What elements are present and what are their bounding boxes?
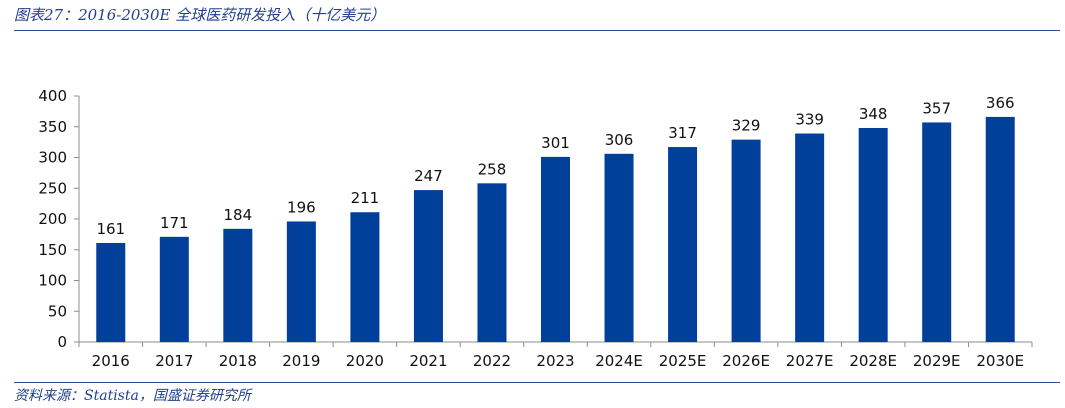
bar-value-label: 357: [922, 99, 951, 117]
bar-value-label: 317: [668, 124, 697, 142]
y-tick-label: 250: [38, 179, 67, 197]
bar: [477, 183, 507, 342]
y-tick-label: 200: [38, 210, 67, 228]
x-tick-label: 2027E: [786, 352, 834, 370]
x-tick-label: 2020: [346, 352, 384, 370]
x-tick-label: 2025E: [659, 352, 707, 370]
bar: [223, 228, 253, 342]
x-axis-ticks: 2016 2017 2018 2019 2020 2021 2022 2023 2024E 202…: [78, 342, 1033, 370]
bar: [795, 133, 825, 342]
bar-value-label: 306: [605, 131, 634, 149]
x-tick-label: 2028E: [849, 352, 897, 370]
y-tick-label: 150: [38, 241, 67, 259]
data-labels: 161 171 184 196 211 247 258 301 306 317 329 339 348 3…: [96, 94, 1014, 238]
x-tick-label: 2022: [473, 352, 511, 370]
bar: [858, 127, 888, 342]
bar: [286, 221, 316, 342]
x-tick-label: 2017: [155, 352, 193, 370]
y-tick-label: 400: [38, 87, 67, 105]
bar-value-label: 211: [351, 189, 380, 207]
bar-value-label: 366: [986, 94, 1015, 112]
x-tick-label: 2026E: [722, 352, 770, 370]
bar-value-label: 184: [224, 206, 253, 224]
bar-value-label: 348: [859, 105, 888, 123]
bar: [922, 122, 952, 342]
y-tick-label: 0: [57, 333, 67, 351]
bar-value-label: 247: [414, 167, 443, 185]
bar-value-label: 161: [96, 220, 125, 238]
x-tick-label: 2030E: [976, 352, 1024, 370]
source-note: 资料来源：Statista，国盛证券研究所: [14, 388, 251, 404]
chart-bars: [96, 116, 1015, 342]
header-rule: [14, 30, 1060, 31]
bar-value-label: 258: [478, 160, 507, 178]
bar: [731, 139, 761, 342]
bar: [413, 190, 443, 342]
x-tick-label: 2019: [282, 352, 320, 370]
bar: [96, 242, 126, 342]
figure-title: 图表27：2016-2030E 全球医药研发投入（十亿美元）: [14, 6, 386, 24]
bar-value-label: 301: [541, 134, 570, 152]
bar: [159, 236, 189, 342]
bar-value-label: 171: [160, 214, 189, 232]
x-tick-label: 2021: [409, 352, 447, 370]
y-tick-label: 350: [38, 118, 67, 136]
x-tick-label: 2023: [536, 352, 574, 370]
y-tick-label: 50: [48, 302, 67, 320]
y-tick-label: 300: [38, 149, 67, 167]
bar-value-label: 339: [795, 111, 824, 129]
bar: [350, 212, 380, 342]
bar-value-label: 329: [732, 117, 761, 135]
x-tick-label: 2029E: [913, 352, 961, 370]
y-tick-label: 100: [38, 272, 67, 290]
bar: [604, 153, 634, 342]
bar: [668, 147, 698, 342]
x-tick-label: 2016: [92, 352, 130, 370]
bar: [541, 156, 570, 342]
x-tick-label: 2018: [219, 352, 257, 370]
x-tick-label: 2024E: [595, 352, 643, 370]
y-axis-ticks: 0 50 100 150 200 250 300 350 400: [38, 87, 79, 351]
footer-rule: [14, 382, 1060, 383]
bar: [985, 116, 1015, 342]
bar-value-label: 196: [287, 198, 316, 216]
